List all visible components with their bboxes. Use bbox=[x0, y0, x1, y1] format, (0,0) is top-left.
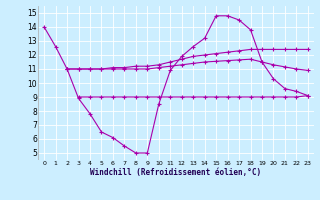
X-axis label: Windchill (Refroidissement éolien,°C): Windchill (Refroidissement éolien,°C) bbox=[91, 168, 261, 177]
